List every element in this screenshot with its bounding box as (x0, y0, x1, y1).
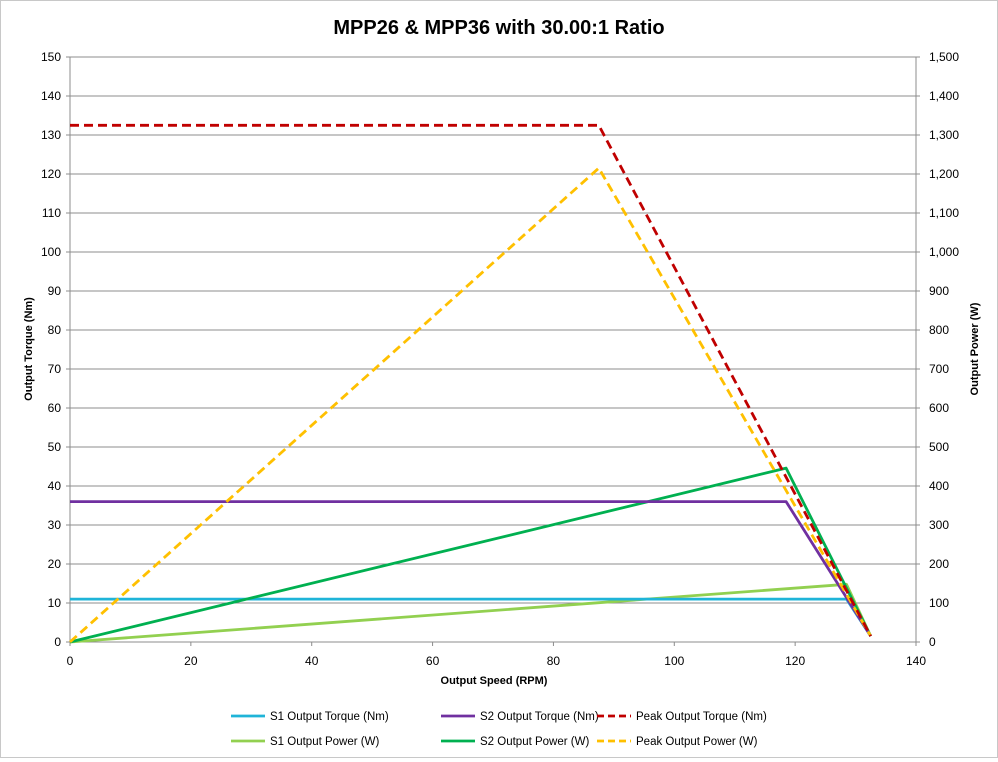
series-line-peak-output-torque-nm (70, 123, 872, 637)
legend-label-s1-output-torque-nm: S1 Output Torque (Nm) (270, 711, 389, 723)
x-tick-label: 20 (184, 654, 198, 668)
y-tick-label: 80 (48, 323, 62, 337)
x-tick-label: 60 (426, 654, 440, 668)
legend-label-s2-output-power-w: S2 Output Power (W) (480, 736, 589, 748)
y2-tick-label: 800 (929, 323, 949, 337)
y-axis-title: Output Torque (Nm) (23, 297, 35, 401)
y2-tick-label: 300 (929, 518, 949, 532)
y2-tick-label: 400 (929, 479, 949, 493)
y2-tick-label: 0 (929, 635, 936, 649)
y-tick-label: 20 (48, 557, 62, 571)
legend-label-s1-output-power-w: S1 Output Power (W) (270, 736, 379, 748)
x-tick-label: 120 (785, 654, 805, 668)
y-tick-label: 120 (41, 167, 61, 181)
x-tick-label: 100 (664, 654, 684, 668)
x-axis-title: Output Speed (RPM) (441, 675, 548, 687)
y2-tick-label: 900 (929, 284, 949, 298)
y-tick-label: 10 (48, 596, 62, 610)
y2-tick-label: 1,300 (929, 128, 959, 142)
y-tick-label: 60 (48, 401, 62, 415)
series-line-s2-output-power-w (69, 466, 872, 644)
y-tick-label: 150 (41, 50, 61, 64)
y-tick-label: 100 (41, 245, 61, 259)
y-tick-label: 50 (48, 440, 62, 454)
y2-tick-label: 100 (929, 596, 949, 610)
y2-axis-title: Output Power (W) (969, 302, 981, 395)
series-line-peak-output-power-w (69, 166, 872, 644)
y-tick-label: 70 (48, 362, 62, 376)
x-tick-label: 80 (547, 654, 561, 668)
y2-tick-label: 200 (929, 557, 949, 571)
y2-tick-label: 1,000 (929, 245, 959, 259)
y-tick-label: 130 (41, 128, 61, 142)
y-tick-label: 30 (48, 518, 62, 532)
x-tick-label: 40 (305, 654, 319, 668)
legend-label-peak-output-torque-nm: Peak Output Torque (Nm) (636, 711, 767, 723)
legend-label-s2-output-torque-nm: S2 Output Torque (Nm) (480, 711, 599, 723)
y2-tick-label: 1,400 (929, 89, 959, 103)
chart-title: MPP26 & MPP36 with 30.00:1 Ratio (333, 17, 664, 39)
y-tick-label: 90 (48, 284, 62, 298)
y2-tick-label: 1,500 (929, 50, 959, 64)
y-tick-label: 140 (41, 89, 61, 103)
x-tick-label: 140 (906, 654, 926, 668)
y2-tick-label: 700 (929, 362, 949, 376)
y2-tick-label: 1,200 (929, 167, 959, 181)
legend-label-peak-output-power-w: Peak Output Power (W) (636, 736, 758, 748)
y2-tick-label: 500 (929, 440, 949, 454)
y2-tick-label: 1,100 (929, 206, 959, 220)
series-line-s1-output-torque-nm (70, 597, 872, 637)
x-tick-label: 0 (67, 654, 74, 668)
y-tick-label: 40 (48, 479, 62, 493)
y-tick-label: 110 (42, 206, 61, 220)
series-line-s2-output-torque-nm (70, 500, 872, 637)
y-tick-label: 0 (54, 635, 61, 649)
y2-tick-label: 600 (929, 401, 949, 415)
